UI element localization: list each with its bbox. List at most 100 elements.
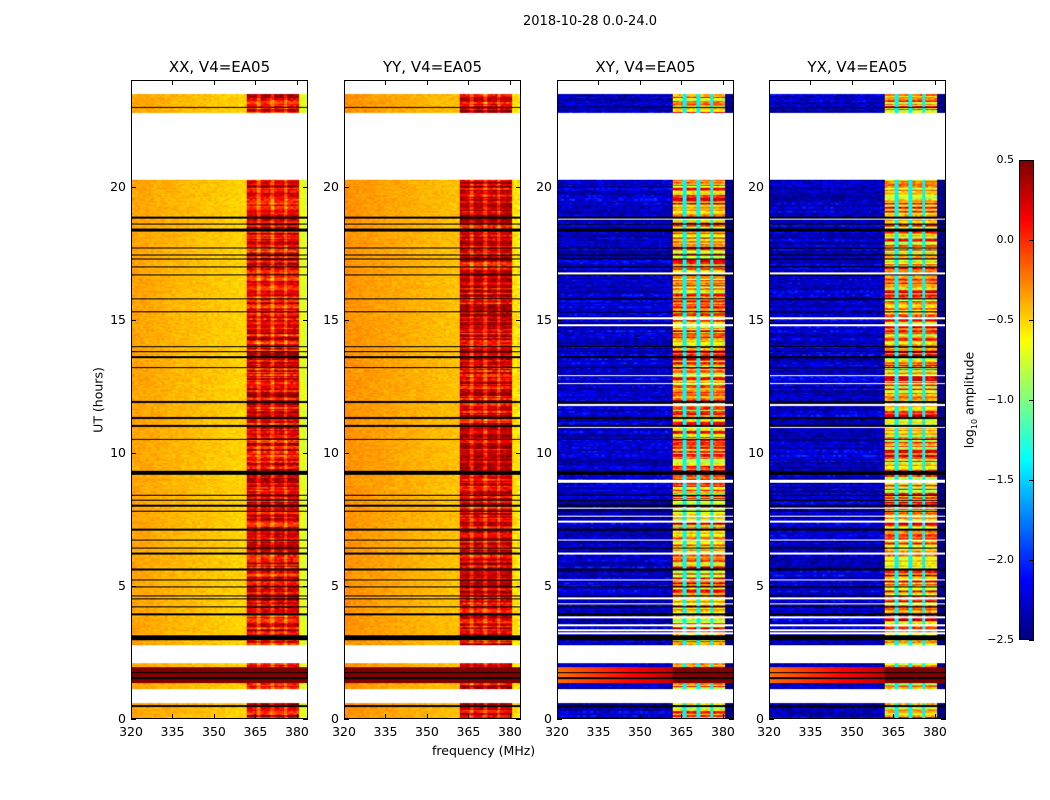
x-tick: [557, 714, 558, 719]
x-tick-label: 380: [923, 724, 947, 739]
x-tick: [509, 714, 511, 719]
y-tick: [769, 719, 774, 720]
x-tick: [296, 714, 298, 719]
y-tick: [131, 719, 136, 720]
y-tick-label: 20: [110, 178, 126, 194]
x-tick-label: 365: [243, 724, 268, 739]
x-tick-label: 380: [498, 724, 522, 739]
y-tick-label: 0: [331, 711, 339, 726]
colorbar-tick: [1029, 400, 1034, 401]
panel-title: XY, V4=EA05: [595, 58, 696, 76]
x-tick: [681, 714, 683, 719]
y-tick-label: 5: [331, 577, 339, 593]
x-tick: [810, 714, 812, 719]
x-tick-label: 365: [881, 724, 906, 739]
x-tick-label: 350: [628, 724, 652, 739]
x-axis-label: frequency (MHz): [432, 743, 536, 758]
colorbar-tick: [1029, 160, 1034, 161]
x-tick: [468, 714, 470, 719]
x-tick: [344, 714, 345, 719]
y-tick: [769, 319, 774, 321]
x-tick-label: 335: [373, 724, 398, 739]
y-tick-label: 5: [118, 577, 126, 593]
panel-title: YX, V4=EA05: [807, 58, 908, 76]
y-tick-label: 0: [756, 711, 764, 726]
y-tick: [303, 719, 308, 720]
x-tick: [131, 80, 132, 85]
x-tick: [426, 714, 428, 719]
x-tick-label: 350: [840, 724, 864, 739]
x-tick-label: 335: [798, 724, 823, 739]
y-tick: [729, 585, 734, 587]
x-tick-label: 350: [415, 724, 439, 739]
x-tick: [385, 714, 387, 719]
y-tick: [131, 186, 136, 188]
colorbar-tick-label: 0.5: [996, 153, 1015, 166]
x-tick: [639, 80, 641, 85]
heatmap-panel-1: [344, 80, 521, 719]
y-tick-label: 10: [536, 444, 552, 460]
figure-title: 2018-10-28 0.0-24.0: [523, 14, 657, 29]
y-tick: [769, 452, 774, 454]
x-tick: [468, 80, 470, 85]
y-tick: [941, 585, 946, 587]
y-tick-label: 0: [544, 711, 552, 726]
y-tick: [769, 186, 774, 188]
y-tick: [344, 319, 349, 321]
x-tick: [172, 80, 174, 85]
colorbar-tick-label: −0.5: [987, 313, 1014, 326]
colorbar-tick: [1029, 480, 1034, 481]
y-tick: [516, 186, 521, 188]
x-tick: [426, 80, 428, 85]
x-tick-label: 365: [456, 724, 481, 739]
y-tick-label: 15: [323, 311, 339, 327]
y-tick-label: 20: [536, 178, 552, 194]
y-tick: [516, 319, 521, 321]
x-tick-label: 320: [545, 724, 569, 739]
x-tick-label: 320: [119, 724, 143, 739]
y-tick-label: 0: [118, 711, 126, 726]
colorbar-tick: [1029, 640, 1034, 641]
x-tick: [769, 80, 770, 85]
y-tick: [557, 585, 562, 587]
colorbar-tick-label: 0.0: [996, 233, 1015, 246]
y-tick: [344, 452, 349, 454]
y-tick: [769, 585, 774, 587]
x-tick-label: 365: [669, 724, 694, 739]
colorbar-label-suffix: amplitude: [961, 351, 977, 419]
y-axis-label: UT (hours): [90, 367, 106, 433]
y-tick: [557, 452, 562, 454]
x-tick: [598, 714, 600, 719]
x-tick: [213, 80, 215, 85]
y-tick: [516, 452, 521, 454]
y-tick: [941, 186, 946, 188]
y-tick: [303, 585, 308, 587]
panel-title: YY, V4=EA05: [382, 58, 483, 76]
y-tick-label: 15: [536, 311, 552, 327]
x-tick-label: 350: [202, 724, 226, 739]
x-tick: [385, 80, 387, 85]
heatmap-image: [345, 81, 520, 718]
y-tick: [729, 719, 734, 720]
x-tick: [722, 714, 724, 719]
x-tick-label: 335: [586, 724, 611, 739]
x-tick: [851, 714, 853, 719]
y-tick-label: 10: [110, 444, 126, 460]
x-tick: [639, 714, 641, 719]
x-tick: [810, 80, 812, 85]
colorbar-tick-label: −1.5: [987, 473, 1014, 486]
colorbar-label-sub: 10: [969, 418, 979, 430]
y-tick: [557, 719, 562, 720]
colorbar-label-prefix: log: [961, 429, 977, 449]
colorbar-tick-label: −2.0: [987, 553, 1014, 566]
x-tick: [893, 714, 895, 719]
heatmap-image: [132, 81, 307, 718]
y-tick: [131, 452, 136, 454]
y-tick: [344, 186, 349, 188]
heatmap-image: [558, 81, 733, 718]
y-tick: [131, 585, 136, 587]
heatmap-panel-3: [769, 80, 946, 719]
x-tick: [344, 80, 345, 85]
colorbar-tick-label: −2.5: [987, 633, 1014, 646]
x-tick: [598, 80, 600, 85]
